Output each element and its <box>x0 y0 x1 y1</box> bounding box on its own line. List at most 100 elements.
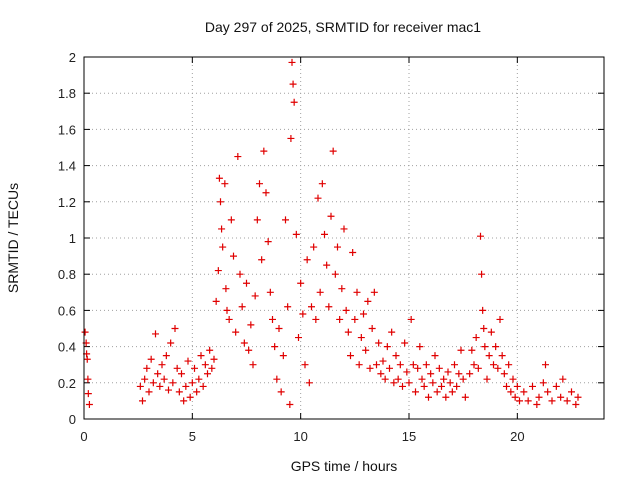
data-point <box>446 379 454 387</box>
y-tick-label: 0.6 <box>58 303 76 318</box>
data-point <box>383 343 391 351</box>
data-point <box>373 361 380 369</box>
data-point <box>271 343 279 351</box>
x-tick-label: 15 <box>402 429 416 444</box>
data-point <box>182 382 190 390</box>
y-axis-label: SRMTID / TECUs <box>5 183 21 293</box>
data-point <box>286 401 294 409</box>
data-point <box>353 288 361 296</box>
data-point <box>407 315 415 323</box>
data-point <box>468 346 476 354</box>
y-tick-label: 0.8 <box>58 267 76 282</box>
data-point <box>461 393 469 401</box>
data-point <box>360 310 367 318</box>
data-point <box>184 357 192 365</box>
data-point <box>143 364 151 372</box>
data-point <box>552 382 560 390</box>
data-point <box>357 334 365 342</box>
data-point <box>503 382 510 390</box>
data-point <box>83 355 91 363</box>
data-point <box>141 375 149 383</box>
data-point <box>425 393 432 401</box>
data-point <box>396 361 404 369</box>
data-point <box>314 194 322 202</box>
data-point <box>308 303 315 311</box>
data-point <box>403 368 411 376</box>
data-point <box>386 364 393 372</box>
data-point <box>366 364 374 372</box>
data-point <box>472 334 480 342</box>
data-point <box>379 357 387 365</box>
data-point <box>329 147 337 155</box>
data-point <box>399 382 406 390</box>
data-point <box>539 379 547 387</box>
data-point <box>377 370 385 378</box>
data-point <box>487 328 495 336</box>
y-tick-label: 1.4 <box>58 159 76 174</box>
data-point <box>498 352 506 360</box>
data-point <box>156 382 164 390</box>
data-point <box>414 364 422 372</box>
data-point <box>290 98 298 106</box>
data-point <box>275 325 283 332</box>
data-point <box>160 375 168 383</box>
data-point <box>529 382 536 390</box>
data-point <box>451 361 458 369</box>
data-point <box>375 339 383 347</box>
data-point <box>440 375 448 383</box>
data-point <box>236 270 244 278</box>
data-point <box>405 379 413 387</box>
data-point <box>316 288 324 296</box>
data-point <box>167 339 175 347</box>
data-point <box>292 230 300 238</box>
data-point <box>169 379 177 387</box>
data-point <box>474 364 482 372</box>
data-point <box>173 364 181 372</box>
data-point <box>390 379 398 387</box>
data-point <box>420 382 428 390</box>
data-point <box>485 352 493 360</box>
data-point <box>251 292 259 300</box>
data-point <box>455 370 463 378</box>
x-tick-label: 0 <box>80 429 87 444</box>
data-point <box>563 397 571 405</box>
data-point <box>459 375 467 383</box>
axis-ticks: 00.20.40.60.811.21.41.61.820 5 10 15 20 <box>58 50 604 444</box>
data-point <box>429 379 437 387</box>
data-point <box>191 364 198 372</box>
data-point <box>364 297 372 305</box>
data-point <box>208 364 216 372</box>
data-point <box>312 315 320 323</box>
data-point <box>260 147 268 155</box>
data-point <box>243 279 250 287</box>
data-point <box>204 370 211 378</box>
data-point <box>336 315 344 323</box>
data-point <box>362 346 370 354</box>
data-point <box>152 330 159 338</box>
data-point <box>195 375 203 383</box>
data-point <box>327 212 335 220</box>
data-point <box>513 382 521 390</box>
data-point <box>273 375 281 383</box>
data-point <box>227 216 235 224</box>
data-point <box>481 343 489 351</box>
data-point <box>401 339 409 347</box>
data-point <box>212 297 220 305</box>
data-point <box>214 267 222 275</box>
data-point <box>240 339 248 347</box>
data-point <box>188 379 196 387</box>
data-point <box>206 346 214 354</box>
data-point <box>297 279 305 287</box>
data-point <box>180 397 188 405</box>
data-point <box>199 382 207 390</box>
data-point <box>435 364 443 372</box>
data-point <box>158 361 166 369</box>
data-point <box>318 180 326 188</box>
data-point <box>453 382 461 390</box>
data-point <box>299 310 307 318</box>
data-point <box>175 388 183 396</box>
data-point <box>479 306 487 314</box>
data-point <box>542 361 549 369</box>
data-point <box>323 261 331 269</box>
data-points <box>81 58 582 409</box>
